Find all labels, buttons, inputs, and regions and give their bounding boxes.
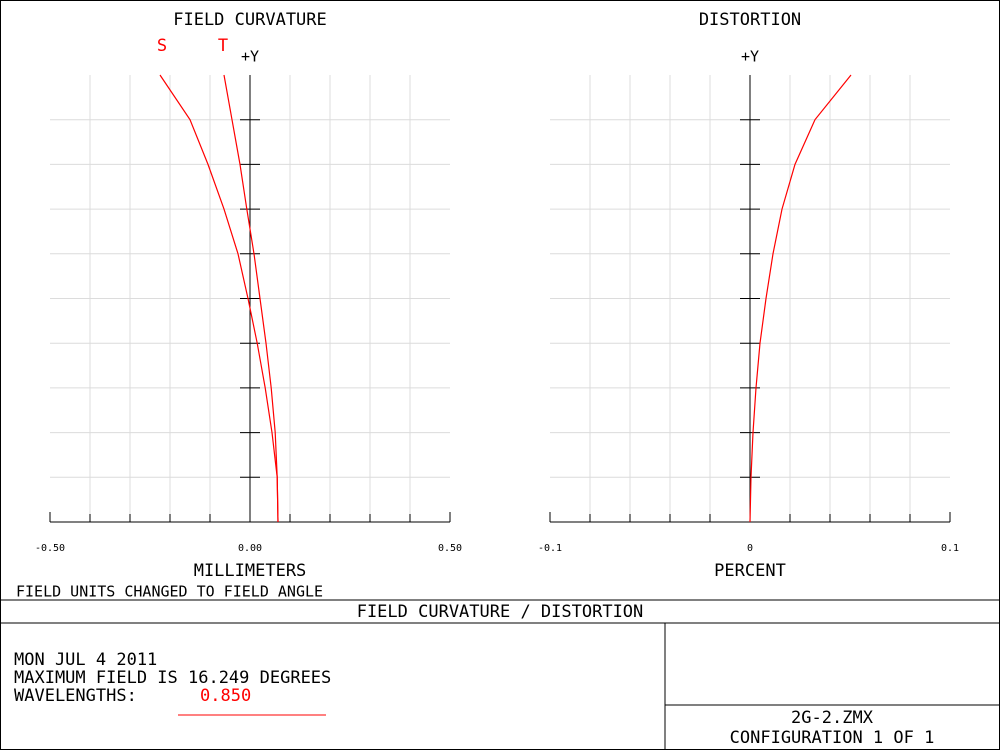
wavelengths-label: WAVELENGTHS: (14, 686, 137, 706)
x-axis-label: PERCENT (714, 561, 786, 581)
x-axis-label: MILLIMETERS (194, 561, 307, 581)
y-axis-label: +Y (741, 48, 759, 66)
configuration: CONFIGURATION 1 OF 1 (730, 728, 935, 748)
x-tick-label: -0.1 (538, 543, 562, 554)
legend-label: T (218, 36, 228, 56)
note: FIELD UNITS CHANGED TO FIELD ANGLE (16, 583, 323, 601)
file-name: 2G-2.ZMX (791, 708, 874, 728)
x-tick-label: 0.50 (438, 543, 462, 554)
curve (223, 74, 279, 523)
y-axis-label: +Y (241, 48, 259, 66)
curve (159, 74, 279, 523)
legend-label: S (157, 36, 167, 56)
chart-title: FIELD CURVATURE (173, 10, 327, 30)
curve (749, 74, 852, 523)
x-tick-label: -0.50 (35, 543, 65, 554)
chart-title: DISTORTION (699, 10, 801, 30)
wavelength: 0.850 (200, 686, 251, 706)
x-tick-label: 0 (747, 543, 753, 554)
x-tick-label: 0.1 (941, 543, 959, 554)
max-field: MAXIMUM FIELD IS 16.249 DEGREES (14, 668, 331, 688)
x-tick-label: 0.00 (238, 543, 262, 554)
date: MON JUL 4 2011 (14, 650, 157, 670)
banner: FIELD CURVATURE / DISTORTION (357, 602, 644, 622)
